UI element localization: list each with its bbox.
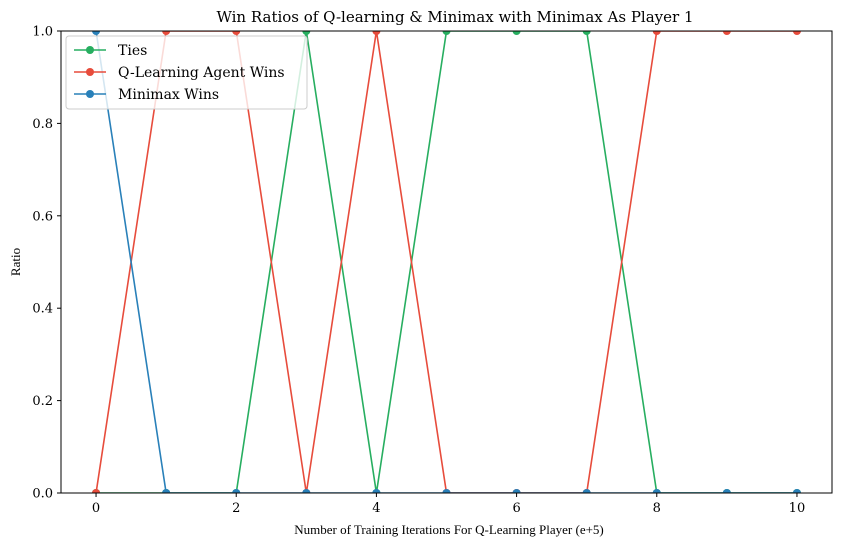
data-point-q-learning-agent-wins	[162, 31, 171, 35]
y-tick-label: 0.0	[32, 487, 53, 502]
data-point-minimax-wins	[162, 489, 171, 493]
plot-frame	[60, 30, 833, 494]
y-tick-label: 0.2	[32, 394, 53, 409]
data-point-minimax-wins	[372, 489, 381, 493]
x-tick-label: 8	[653, 501, 661, 516]
legend: Ties Q-Learning Agent Wins Minimax Wins	[65, 35, 308, 110]
data-point-minimax-wins	[792, 489, 801, 493]
y-tick-label: 0.8	[32, 117, 53, 132]
data-point-minimax-wins	[92, 31, 101, 35]
data-point-q-learning-agent-wins	[92, 489, 101, 493]
data-point-minimax-wins	[652, 489, 661, 493]
data-point-q-learning-agent-wins	[722, 31, 731, 35]
data-point-q-learning-agent-wins	[372, 31, 381, 35]
x-tick-label: 2	[232, 501, 240, 516]
x-tick-label: 6	[512, 501, 520, 516]
y-tick-label: 1.0	[32, 25, 53, 40]
x-tick-label: 0	[92, 501, 100, 516]
legend-swatch-marker	[86, 46, 94, 54]
data-point-minimax-wins	[582, 489, 591, 493]
y-axis: 0.0 0.2 0.4 0.6 0.8 1.0	[32, 25, 61, 502]
legend-label: Ties	[118, 43, 147, 59]
data-point-minimax-wins	[722, 489, 731, 493]
data-point-q-learning-agent-wins	[232, 31, 241, 35]
legend-swatch-marker	[86, 68, 94, 76]
y-axis-label: Ratio	[8, 248, 23, 276]
data-point-minimax-wins	[442, 489, 451, 493]
legend-item-q-learning-agent-wins: Q-Learning Agent Wins	[74, 65, 285, 81]
data-point-ties	[582, 31, 591, 35]
plot-area	[92, 31, 801, 493]
legend-label: Q-Learning Agent Wins	[118, 65, 285, 81]
x-tick-label: 4	[372, 501, 380, 516]
series-minimax-wins	[92, 31, 801, 493]
chart-title: Win Ratios of Q-learning & Minimax with …	[216, 8, 693, 26]
data-point-minimax-wins	[302, 489, 311, 493]
data-point-q-learning-agent-wins	[792, 31, 801, 35]
legend-item-ties: Ties	[74, 43, 147, 59]
data-point-ties	[302, 31, 311, 35]
y-tick-label: 0.4	[32, 302, 53, 317]
legend-label: Minimax Wins	[118, 87, 219, 103]
x-tick-label: 10	[789, 501, 806, 516]
data-point-ties	[512, 31, 521, 35]
legend-swatch-marker	[86, 90, 94, 98]
x-axis-label: Number of Training Iterations For Q-Lear…	[294, 522, 604, 537]
data-point-minimax-wins	[512, 489, 521, 493]
legend-item-minimax-wins: Minimax Wins	[74, 87, 219, 103]
data-point-ties	[442, 31, 451, 35]
data-point-q-learning-agent-wins	[652, 31, 661, 35]
x-axis: 0 2 4 6 8 10	[92, 493, 805, 516]
legend-box	[65, 35, 308, 110]
data-point-minimax-wins	[232, 489, 241, 493]
y-tick-label: 0.6	[32, 209, 53, 224]
